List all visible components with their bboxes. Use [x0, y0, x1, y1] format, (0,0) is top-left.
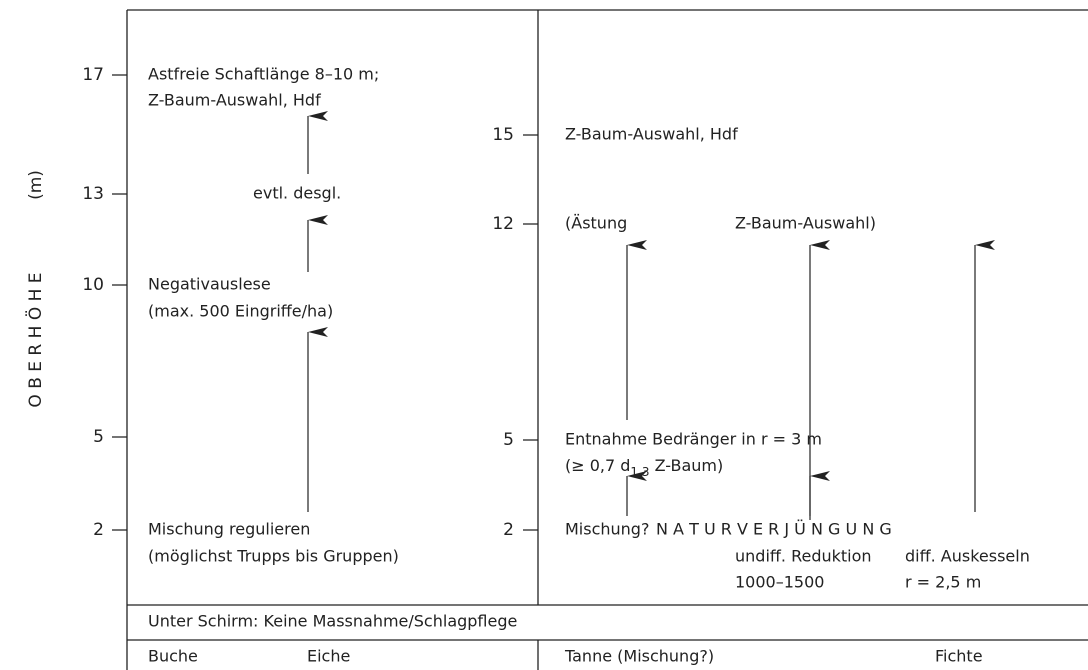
tick-label: 5 [93, 427, 104, 447]
note: Mischung regulieren [148, 520, 310, 539]
tick-label: 12 [492, 214, 514, 234]
note: Negativauslese [148, 275, 271, 294]
note: Z-Baum-Auswahl, Hdf [148, 91, 321, 110]
species: Eiche [307, 647, 350, 666]
note: Astfreie Schaftlänge 8–10 m; [148, 65, 379, 84]
note: 1000–1500 [735, 573, 824, 592]
axis-label: O B E R H Ö H E (m) [24, 170, 46, 407]
footer-row: Unter Schirm: Keine Massnahme/Schlagpfle… [148, 612, 517, 631]
footer: Unter Schirm: Keine Massnahme/Schlagpfle… [148, 612, 983, 666]
right-arrows [626, 240, 995, 520]
tick-label: 2 [93, 520, 104, 540]
note: undiff. Reduktion [735, 547, 872, 566]
left-ticks: 17 13 10 5 2 [82, 65, 127, 540]
note: (max. 500 Eingriffe/ha) [148, 302, 333, 321]
species: Fichte [935, 647, 983, 666]
tick-label: 13 [82, 184, 104, 204]
right-ticks: 15 12 5 2 [492, 125, 538, 540]
axis-unit: (m) [26, 170, 46, 200]
tick-label: 10 [82, 275, 104, 295]
tick-label: 17 [82, 65, 104, 85]
note: r = 2,5 m [905, 573, 981, 592]
note: (≥ 0,7 d1,3 Z-Baum) [565, 456, 723, 479]
right-notes: Z-Baum-Auswahl, Hdf (Ästung Z-Baum-Auswa… [565, 125, 1030, 592]
left-notes: Astfreie Schaftlänge 8–10 m; Z-Baum-Ausw… [148, 65, 399, 566]
axis-title: O B E R H Ö H E [24, 272, 46, 407]
frame [126, 9, 1088, 670]
note: Z-Baum-Auswahl) [735, 214, 876, 233]
note: N A T U R V E R J Ü N G U N G [656, 520, 892, 539]
note: evtl. desgl. [253, 184, 341, 203]
note: (Ästung [565, 214, 627, 233]
tick-label: 5 [503, 430, 514, 450]
note: Mischung? [565, 520, 649, 539]
species: Buche [148, 647, 198, 666]
tick-label: 15 [492, 125, 514, 145]
note: Z-Baum-Auswahl, Hdf [565, 125, 738, 144]
note: (möglichst Trupps bis Gruppen) [148, 547, 399, 566]
note: diff. Auskesseln [905, 547, 1030, 566]
tick-label: 2 [503, 520, 514, 540]
note: Entnahme Bedränger in r = 3 m [565, 430, 822, 449]
species: Tanne (Mischung?) [564, 647, 714, 666]
